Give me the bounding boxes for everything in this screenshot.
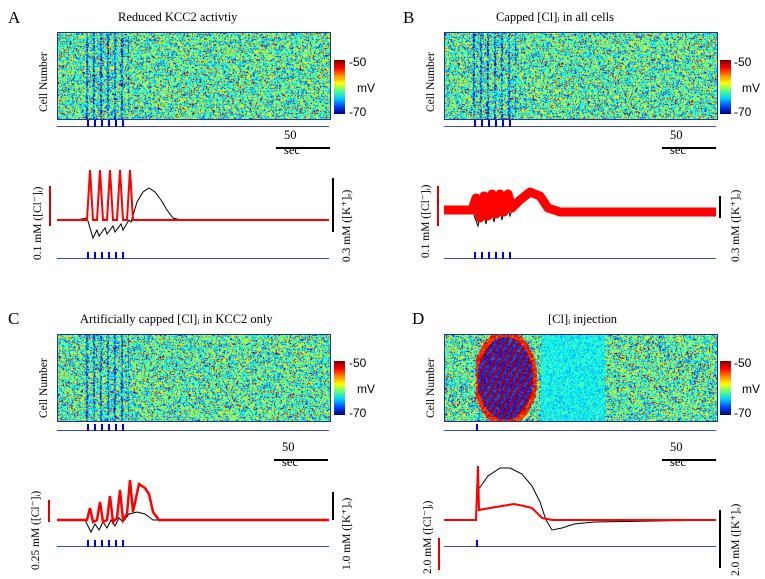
k-trace	[444, 467, 717, 531]
time-scale-bar	[662, 459, 716, 461]
colorbar	[720, 361, 731, 415]
colorbar	[334, 361, 345, 415]
time-scale-label: 50 sec	[282, 440, 298, 469]
k-trace	[57, 511, 329, 534]
time-scale-label: 50 sec	[670, 440, 686, 469]
cl-trace	[57, 479, 329, 525]
colorbar-bottom-tick: -70	[349, 105, 367, 119]
stimulus-track	[444, 424, 716, 431]
voltage-raster	[444, 334, 718, 422]
cl-trace	[57, 169, 329, 221]
concentration-traces	[57, 169, 329, 240]
time-scale-bar	[276, 147, 330, 149]
stimulus-track	[444, 252, 716, 259]
panel-title: Reduced KCC2 activtiy	[118, 10, 238, 24]
panel-label: D	[412, 309, 425, 328]
colorbar-bottom-tick: -70	[349, 406, 367, 420]
k-scale-bar	[719, 196, 721, 218]
panel-title: Artificially capped [Cl]ᵢ in KCC2 only	[80, 312, 273, 326]
stimulus-track	[57, 424, 329, 431]
cl-scale-bar	[437, 186, 439, 226]
cl-scale-bar	[438, 538, 440, 570]
colorbar-bottom-tick: -70	[734, 406, 752, 420]
voltage-raster	[444, 32, 718, 120]
colorbar-top-tick: -50	[349, 55, 367, 69]
cl-scale-label: 0.25 mM ([Cl⁻]ᵢ)	[30, 490, 42, 570]
k-scale-label: 0.3 mM ([K⁺]ₒ)	[730, 189, 742, 262]
cl-trace	[444, 465, 716, 521]
cl-scale-bar	[49, 186, 51, 226]
concentration-traces	[444, 465, 717, 531]
cl-scale-bar	[48, 500, 50, 522]
stimulus-track	[444, 540, 716, 547]
colorbar-unit: mV	[742, 382, 760, 396]
concentration-traces	[57, 479, 329, 534]
panel-label: B	[403, 8, 415, 27]
cl-scale-label: 0.1 mM ([Cl⁻]ᵢ)	[420, 184, 432, 258]
raster-ylabel: Cell Number	[38, 52, 50, 112]
colorbar-top-tick: -50	[734, 356, 752, 370]
panel-title: Capped [Cl]ᵢ in all cells	[496, 10, 614, 24]
panel-title: [Cl]ᵢ injection	[548, 312, 618, 326]
k-scale-bar	[332, 178, 334, 232]
raster-ylabel: Cell Number	[425, 52, 437, 112]
k-scale-label: 1.0 mM ([K⁺]ₒ)	[341, 497, 353, 570]
colorbar	[334, 60, 345, 114]
colorbar-unit: mV	[357, 382, 375, 396]
colorbar-top-tick: -50	[349, 356, 367, 370]
voltage-raster	[57, 334, 331, 422]
k-scale-bar	[332, 492, 334, 520]
time-scale-bar	[274, 459, 328, 461]
cl-scale-label: 0.1 mM ([Cl⁻]ᵢ)	[32, 186, 44, 260]
colorbar-unit: mV	[357, 81, 375, 95]
time-scale-bar	[662, 147, 716, 149]
k-scale-bar	[719, 510, 721, 568]
stimulus-track	[57, 252, 329, 259]
raster-ylabel: Cell Number	[38, 358, 50, 418]
cl-scale-label: 2.0 mM ([Cl⁻]ᵢ)	[422, 500, 434, 574]
k-scale-label: 2.0 mM ([K⁺]ₒ)	[730, 503, 742, 576]
colorbar-top-tick: -50	[734, 55, 752, 69]
colorbar-unit: mV	[742, 81, 760, 95]
time-scale-label: 50 sec	[284, 128, 300, 157]
panel-label: C	[8, 309, 20, 328]
voltage-raster	[57, 32, 331, 120]
stimulus-track	[57, 540, 329, 547]
colorbar	[720, 60, 731, 114]
cl-trace	[444, 187, 716, 223]
k-scale-label: 0.3 mM ([K⁺]ₒ)	[341, 189, 353, 262]
raster-ylabel: Cell Number	[425, 358, 437, 418]
colorbar-bottom-tick: -70	[734, 105, 752, 119]
concentration-traces	[444, 187, 716, 228]
k-trace	[57, 187, 329, 240]
panel-label: A	[8, 8, 21, 27]
stimulus-track	[57, 120, 329, 127]
time-scale-label: 50 sec	[670, 128, 686, 157]
stimulus-track	[444, 120, 716, 127]
